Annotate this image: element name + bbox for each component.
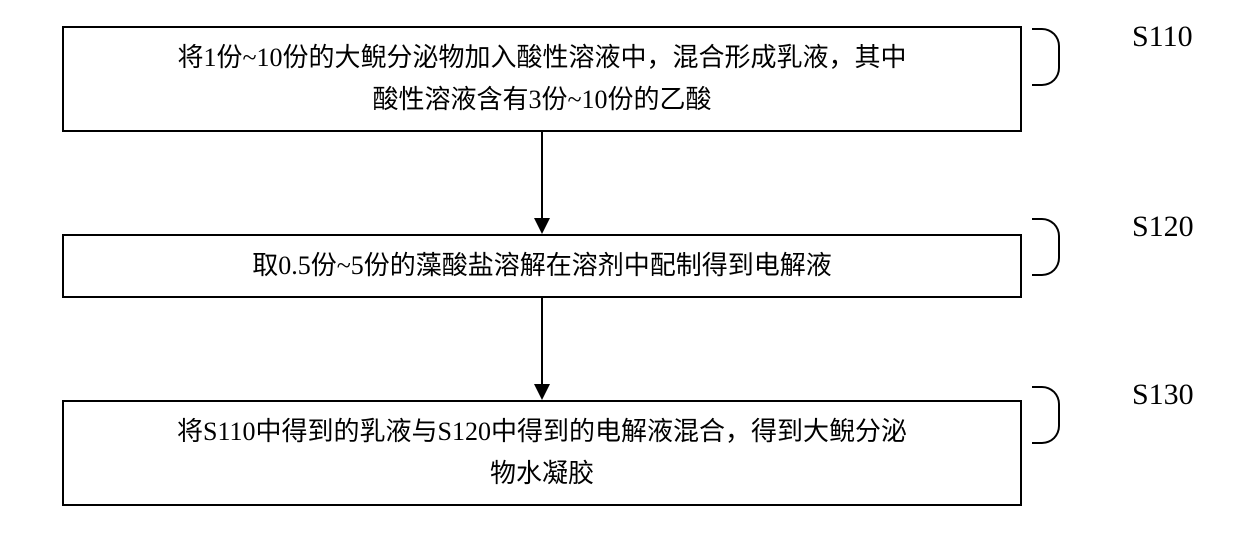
flow-arrow (522, 298, 562, 400)
brace-connector (1032, 218, 1060, 276)
flow-node-s110: 将1份~10份的大鲵分泌物加入酸性溶液中，混合形成乳液，其中酸性溶液含有3份~1… (62, 26, 1022, 132)
step-label-s110: S110 (1132, 20, 1193, 54)
flow-node-text: 将S110中得到的乳液与S120中得到的电解液混合，得到大鲵分泌物水凝胶 (177, 411, 907, 494)
step-label-s120: S120 (1132, 210, 1194, 244)
flow-node-s120: 取0.5份~5份的藻酸盐溶解在溶剂中配制得到电解液 (62, 234, 1022, 298)
flow-node-text: 取0.5份~5份的藻酸盐溶解在溶剂中配制得到电解液 (252, 245, 832, 287)
brace-connector (1032, 386, 1060, 444)
brace-connector (1032, 28, 1060, 86)
step-label-s130: S130 (1132, 378, 1194, 412)
flow-arrow (522, 132, 562, 234)
flow-node-text: 将1份~10份的大鲵分泌物加入酸性溶液中，混合形成乳液，其中酸性溶液含有3份~1… (177, 37, 906, 120)
flow-node-s130: 将S110中得到的乳液与S120中得到的电解液混合，得到大鲵分泌物水凝胶 (62, 400, 1022, 506)
flowchart-canvas: 将1份~10份的大鲵分泌物加入酸性溶液中，混合形成乳液，其中酸性溶液含有3份~1… (0, 0, 1240, 533)
